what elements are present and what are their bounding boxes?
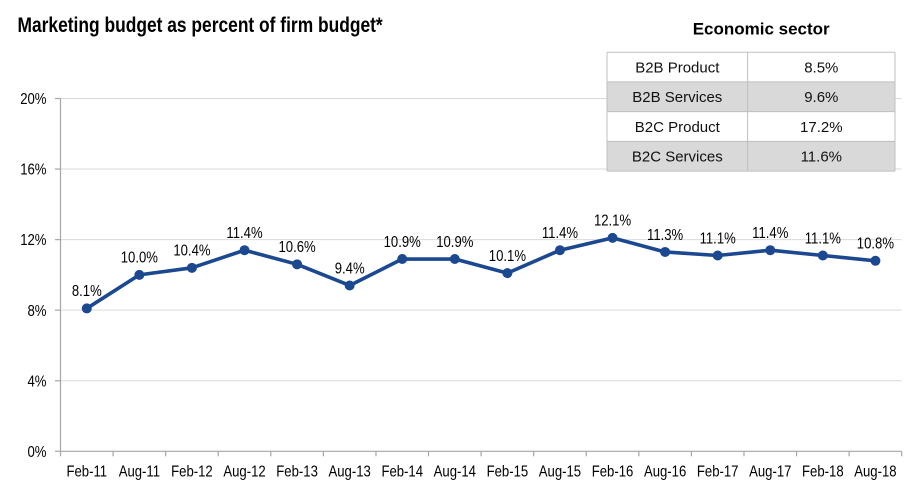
- svg-text:10.4%: 10.4%: [173, 243, 210, 260]
- svg-text:0%: 0%: [28, 444, 47, 461]
- svg-text:11.4%: 11.4%: [752, 225, 788, 242]
- svg-text:B2C Services: B2C Services: [632, 149, 723, 166]
- svg-text:Aug-15: Aug-15: [539, 464, 581, 481]
- svg-text:Aug-12: Aug-12: [223, 464, 265, 481]
- svg-text:10.6%: 10.6%: [278, 239, 315, 256]
- svg-text:Aug-11: Aug-11: [119, 464, 160, 481]
- svg-text:8.1%: 8.1%: [72, 283, 102, 300]
- svg-text:Aug-18: Aug-18: [854, 464, 896, 481]
- svg-text:9.4%: 9.4%: [335, 260, 365, 277]
- svg-text:Marketing budget as percent of: Marketing budget as percent of firm budg…: [18, 14, 384, 37]
- svg-text:11.1%: 11.1%: [700, 230, 736, 247]
- svg-text:17.2%: 17.2%: [800, 119, 843, 136]
- svg-text:16%: 16%: [20, 162, 46, 179]
- svg-text:Aug-16: Aug-16: [644, 464, 686, 481]
- svg-text:Feb-12: Feb-12: [171, 464, 213, 481]
- svg-text:10.9%: 10.9%: [436, 234, 473, 251]
- svg-text:Aug-13: Aug-13: [329, 464, 371, 481]
- svg-text:B2B Product: B2B Product: [635, 59, 720, 76]
- svg-text:Feb-14: Feb-14: [381, 464, 423, 481]
- svg-text:Aug-17: Aug-17: [749, 464, 791, 481]
- svg-text:Feb-16: Feb-16: [592, 464, 634, 481]
- svg-text:B2C Product: B2C Product: [635, 119, 721, 136]
- svg-text:Economic sector: Economic sector: [693, 20, 830, 39]
- svg-text:11.6%: 11.6%: [801, 149, 842, 166]
- svg-text:11.3%: 11.3%: [647, 227, 683, 244]
- svg-text:4%: 4%: [28, 373, 47, 390]
- svg-text:11.1%: 11.1%: [805, 230, 841, 247]
- svg-text:Feb-15: Feb-15: [487, 464, 529, 481]
- svg-text:10.1%: 10.1%: [489, 248, 526, 265]
- svg-text:10.9%: 10.9%: [384, 234, 421, 251]
- svg-text:11.4%: 11.4%: [542, 225, 578, 242]
- svg-text:20%: 20%: [20, 91, 46, 108]
- svg-text:Feb-17: Feb-17: [697, 464, 739, 481]
- svg-text:11.4%: 11.4%: [226, 225, 262, 242]
- svg-text:Feb-18: Feb-18: [802, 464, 844, 481]
- svg-text:12%: 12%: [20, 232, 46, 249]
- svg-text:8%: 8%: [28, 303, 47, 320]
- svg-text:12.1%: 12.1%: [594, 213, 631, 230]
- svg-text:Feb-11: Feb-11: [66, 464, 107, 481]
- svg-text:B2B Services: B2B Services: [632, 89, 722, 106]
- svg-text:10.8%: 10.8%: [857, 236, 894, 253]
- svg-text:Aug-14: Aug-14: [434, 464, 476, 481]
- svg-text:Feb-13: Feb-13: [276, 464, 318, 481]
- svg-text:9.6%: 9.6%: [804, 89, 838, 106]
- svg-text:10.0%: 10.0%: [121, 250, 158, 267]
- svg-text:8.5%: 8.5%: [804, 59, 838, 76]
